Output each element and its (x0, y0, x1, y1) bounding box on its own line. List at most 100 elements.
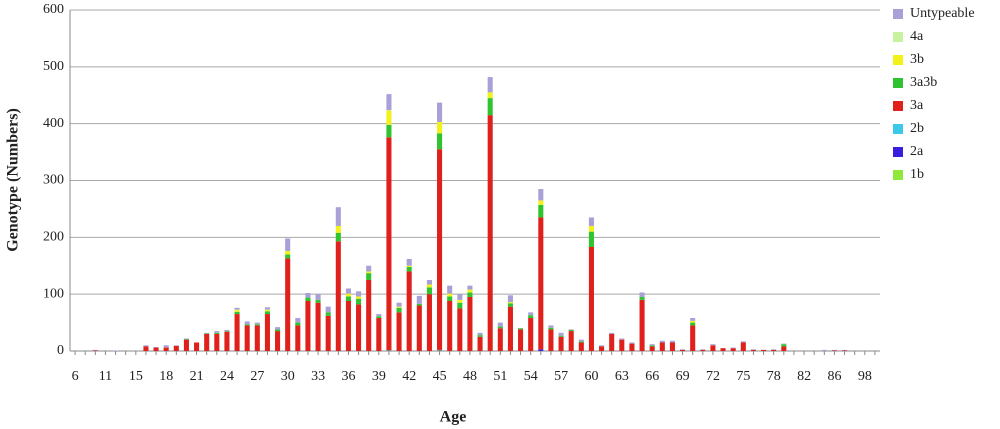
bar-segment (578, 341, 584, 343)
bar-segment (477, 332, 483, 336)
bar-segment (214, 331, 220, 333)
bar-segment (568, 329, 574, 330)
bar-segment (406, 271, 412, 351)
bar-segment (437, 102, 443, 122)
legend-swatch (893, 124, 903, 134)
bar-segment (821, 349, 827, 351)
x-tick-label: 63 (615, 369, 629, 384)
bar-segment (386, 350, 392, 351)
bar-segment (275, 327, 281, 330)
bar-segment (396, 306, 402, 308)
bar-segment (740, 341, 746, 343)
bar-segment (538, 217, 544, 350)
bar-segment (345, 296, 351, 301)
bar-segment (538, 189, 544, 201)
bar-segment (761, 349, 767, 351)
bar-segment (619, 338, 625, 340)
x-tick-label: 21 (190, 369, 204, 384)
bar-segment (477, 336, 483, 351)
bar-segment (750, 349, 756, 350)
x-tick-label: 75 (736, 369, 750, 384)
bar-segment (234, 309, 240, 311)
bar-segment (406, 258, 412, 266)
bar-segment (477, 335, 483, 337)
bar-segment (183, 339, 189, 340)
y-tick-label: 500 (43, 59, 64, 74)
bar-segment (345, 300, 351, 351)
x-tick-label: 78 (767, 369, 781, 384)
bar-segment (599, 345, 605, 347)
bar-segment (518, 328, 524, 330)
bar-segment (143, 346, 149, 351)
bar-segment (548, 327, 554, 330)
bar-segment (244, 321, 250, 325)
bar-segment (528, 312, 534, 316)
bar-segment (335, 207, 341, 226)
bar-segment (558, 332, 564, 336)
bar-segment (295, 325, 301, 351)
bar-segment (325, 306, 331, 313)
bar-segment (730, 348, 736, 351)
bar-segment (578, 342, 584, 351)
bar-segment (447, 285, 453, 294)
bar-segment (295, 318, 301, 323)
bar-segment (214, 332, 220, 334)
bar-segment (295, 322, 301, 326)
bar-segment (730, 347, 736, 349)
bar-segment (659, 340, 665, 343)
bar-segment (457, 308, 463, 351)
bar-segment (153, 347, 159, 348)
bar-segment (487, 98, 493, 116)
bar-segment (335, 232, 341, 242)
bar-segment (396, 312, 402, 351)
bar-segment (376, 314, 382, 317)
bar-segment (406, 265, 412, 267)
bar-segment (345, 293, 351, 297)
bar-segment (710, 345, 716, 351)
legend-label: 2b (910, 121, 924, 136)
bar-segment (497, 328, 503, 351)
bar-segment (426, 279, 432, 285)
bar-segment (335, 241, 341, 351)
x-tick-label: 27 (250, 369, 264, 384)
x-tick-label: 18 (159, 369, 173, 384)
x-tick-label: 82 (797, 369, 811, 384)
bar-segment (487, 77, 493, 93)
x-tick-label: 33 (311, 369, 325, 384)
legend-label: 1b (910, 167, 924, 182)
bar-segment (173, 345, 179, 346)
bar-segment (518, 329, 524, 351)
bar-segment (194, 342, 200, 351)
bar-segment (315, 299, 321, 303)
bar-segment (588, 217, 594, 226)
bar-segment (285, 250, 291, 255)
bar-segment (325, 312, 331, 316)
x-tick-label: 54 (524, 369, 538, 384)
legend-swatch (893, 170, 903, 180)
x-tick-label: 66 (645, 369, 659, 384)
bar-segment (619, 339, 625, 351)
bar-segment (264, 309, 270, 311)
legend-label: 3a (910, 98, 924, 113)
bar-segment (690, 318, 696, 321)
x-tick-label: 57 (554, 369, 568, 384)
bar-segment (629, 342, 635, 344)
y-axis-title: Genotype (Numbers) (5, 108, 22, 252)
bar-segment (234, 307, 240, 310)
bar-segment (467, 292, 473, 298)
bar-segment (528, 315, 534, 319)
bar-segment (781, 346, 787, 351)
bar-segment (386, 110, 392, 111)
bar-segment (781, 343, 787, 345)
x-tick-label: 30 (281, 369, 295, 384)
x-tick-label: 51 (493, 369, 507, 384)
bar-segment (275, 331, 281, 351)
bar-segment (690, 325, 696, 351)
bar-segment (416, 295, 422, 304)
bar-segment (639, 297, 645, 300)
bar-segment (548, 325, 554, 328)
bar-segment (264, 307, 270, 310)
bar-segment (285, 254, 291, 259)
bar-segment (447, 296, 453, 301)
